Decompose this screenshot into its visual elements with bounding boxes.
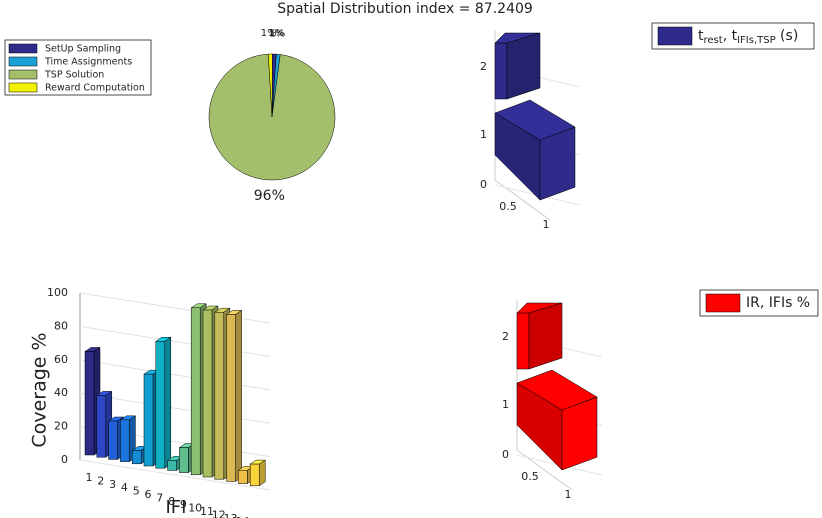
bar xyxy=(494,42,508,100)
x-tick-label: 7 xyxy=(156,491,163,504)
x-tick-label: 0.5 xyxy=(521,470,539,483)
x-tick-label: 13 xyxy=(224,512,238,518)
x-tick-label: 12 xyxy=(212,508,226,518)
legend-text: t xyxy=(698,28,704,44)
legend-label: trest, tIFIs,TSP (s) xyxy=(698,28,798,46)
y-tick-label: 20 xyxy=(54,420,68,433)
legend-swatch xyxy=(8,56,38,67)
y-tick-label: 1 xyxy=(502,398,509,411)
bar xyxy=(516,312,530,370)
legend-label: Reward Computation xyxy=(45,83,145,94)
y-tick-label: 0 xyxy=(502,448,509,461)
x-tick-label: 0.5 xyxy=(499,200,517,213)
bar-front xyxy=(226,314,236,482)
y-tick-label: 0 xyxy=(480,178,487,191)
legend-label: SetUp Sampling xyxy=(45,44,121,55)
x-tick-label: 2 xyxy=(97,474,104,487)
y-tick-label: 100 xyxy=(47,286,68,299)
pie-slice xyxy=(208,53,336,181)
bar xyxy=(249,459,267,487)
y-tick-label: 40 xyxy=(54,386,68,399)
y-tick-label: 2 xyxy=(502,330,509,343)
bar-side xyxy=(164,336,172,469)
slice-label: 1% xyxy=(261,28,277,39)
bar-side xyxy=(528,302,563,370)
y-tick-label: 1 xyxy=(480,128,487,141)
bar xyxy=(154,336,172,469)
legend-text: IR, IFIs % xyxy=(746,295,810,311)
y-axis-label: Coverage % xyxy=(29,332,51,447)
legend-label: TSP Solution xyxy=(44,70,104,81)
legend-text: IFIs,TSP xyxy=(737,35,776,46)
figure-title: Spatial Distribution index = 87.2409 xyxy=(277,1,533,17)
pie-slice xyxy=(268,53,273,118)
bar-front xyxy=(539,126,576,201)
x-tick-label: 8 xyxy=(168,495,175,508)
x-tick-label: 10 xyxy=(188,502,202,515)
bar xyxy=(225,309,243,482)
y-tick-label: 2 xyxy=(480,60,487,73)
slice-label: 1% xyxy=(268,28,284,39)
bar-side xyxy=(506,32,541,100)
legend-label: IR, IFIs % xyxy=(746,295,810,311)
bar-front xyxy=(561,396,598,471)
bar-front xyxy=(108,420,118,460)
bar-front xyxy=(202,309,213,478)
legend-swatch xyxy=(8,43,38,54)
bar-front xyxy=(190,307,201,476)
y-tick-label: 80 xyxy=(54,319,68,332)
bar-front xyxy=(120,419,130,462)
bar-side xyxy=(258,459,266,487)
bar-front xyxy=(96,395,107,458)
bar-front xyxy=(494,42,508,100)
bar-front xyxy=(167,460,177,471)
bar-front xyxy=(155,341,166,469)
legend-swatch xyxy=(8,69,38,80)
bar-front xyxy=(84,351,95,456)
x-tick-label: 3 xyxy=(109,478,116,491)
grid-line xyxy=(79,459,271,491)
bar-front xyxy=(214,311,225,480)
legend-swatch xyxy=(705,293,741,313)
y-tick-label: 0 xyxy=(61,453,68,466)
bar-front xyxy=(179,447,189,473)
x-tick-label: 4 xyxy=(121,481,128,494)
x-tick-label: 1 xyxy=(86,471,93,484)
legend-text: , t xyxy=(723,28,738,44)
x-tick-label: 9 xyxy=(180,498,187,511)
slice-label: 1% xyxy=(269,28,285,39)
x-tick-label: 14 xyxy=(235,515,249,518)
bar-side xyxy=(235,309,242,482)
x-tick-label: 11 xyxy=(200,505,214,518)
bar-front xyxy=(516,312,530,370)
legend-label: Time Assignments xyxy=(44,57,132,68)
x-tick-label: 6 xyxy=(145,488,152,501)
bar-front xyxy=(131,450,142,465)
bar-front xyxy=(249,463,260,487)
slice-label: 96% xyxy=(254,188,285,204)
legend-text: (s) xyxy=(776,28,799,44)
y-tick-label: 60 xyxy=(54,353,68,366)
x-axis-label: IFI xyxy=(166,497,187,518)
x-tick-label: 1 xyxy=(543,218,550,231)
x-tick-label: 5 xyxy=(133,485,140,498)
bar-front xyxy=(238,469,248,484)
legend-swatch xyxy=(8,82,38,93)
legend-text: rest xyxy=(704,35,723,46)
x-tick-label: 1 xyxy=(565,488,572,501)
bar-front xyxy=(143,373,154,467)
legend-swatch xyxy=(657,26,693,46)
